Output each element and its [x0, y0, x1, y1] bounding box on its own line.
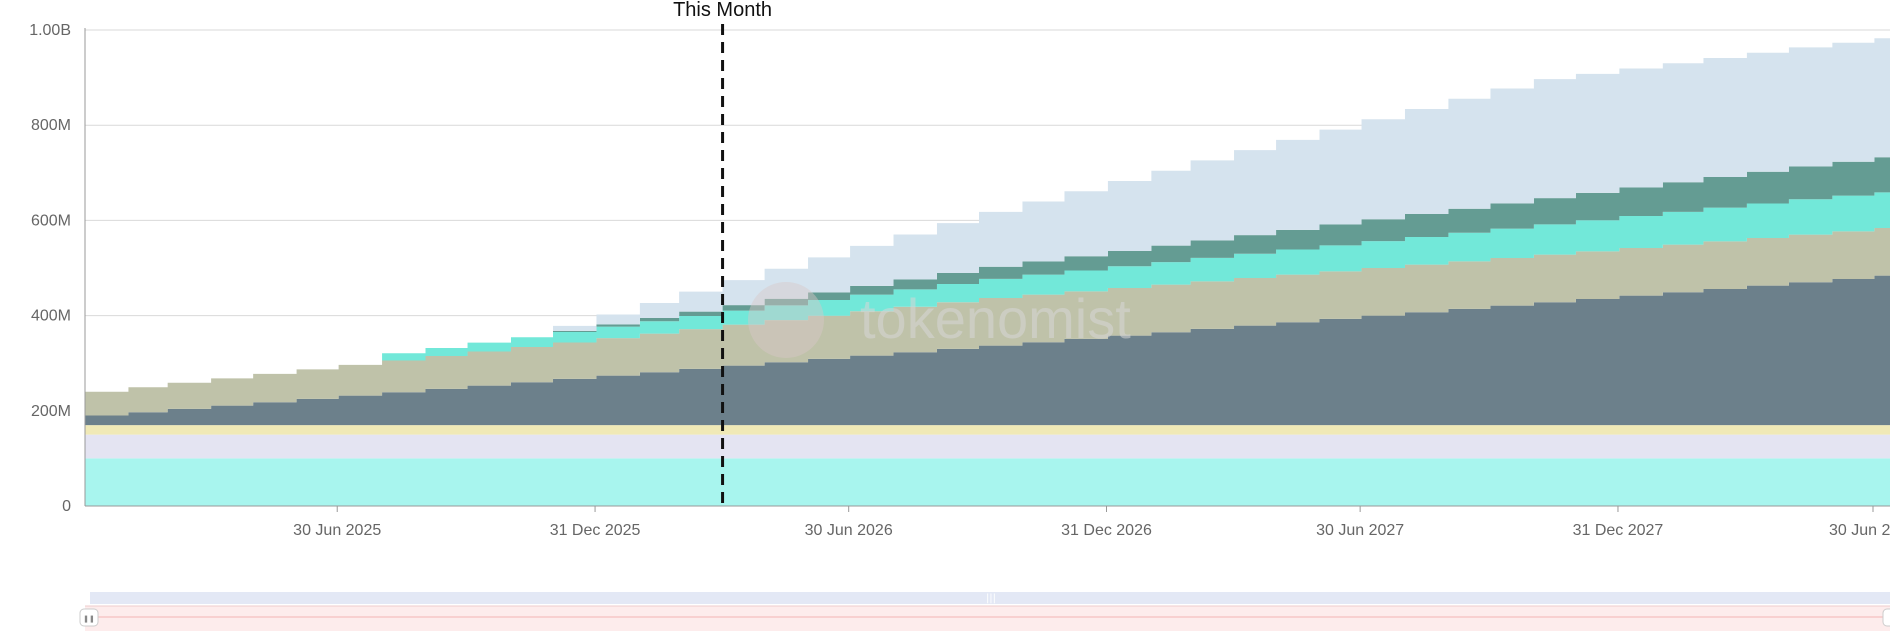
- navigator-series-area: [85, 606, 1890, 631]
- range-navigator[interactable]: ||| ❚❚: [79, 592, 1890, 631]
- navigator-center-grip[interactable]: |||: [986, 593, 996, 604]
- y-tick-label-4: 800M: [31, 117, 71, 134]
- y-tick-label-5: 1.00B: [29, 22, 71, 39]
- area-layer-7: [85, 38, 1890, 392]
- axes: [84, 28, 1890, 512]
- x-tick-label-1: 31 Dec 2025: [550, 522, 641, 539]
- navigator-track[interactable]: [90, 592, 1890, 604]
- area-layer-5: [85, 192, 1890, 392]
- navigator-left-handle-grip: ❚❚: [83, 615, 95, 623]
- area-layer-1: [85, 434, 1890, 459]
- area-layer-6: [85, 157, 1890, 392]
- area-layer-0: [85, 458, 1890, 506]
- x-tick-label-4: 30 Jun 2027: [1316, 522, 1404, 539]
- area-layer-3: [85, 275, 1890, 426]
- this-month-marker: This Month: [673, 0, 772, 506]
- navigator-right-handle[interactable]: [1882, 608, 1890, 627]
- y-tick-label-3: 600M: [31, 212, 71, 229]
- x-axis-tick-labels: 30 Jun 2025 31 Dec 2025 30 Jun 2026 31 Dec …: [293, 522, 1890, 539]
- y-tick-label-2: 400M: [31, 308, 71, 325]
- x-tick-label-6: 30 Jun 2028: [1829, 522, 1890, 539]
- y-axis-tick-labels: 0 200M 400M 600M 800M 1.00B: [29, 22, 71, 515]
- x-tick-label-2: 30 Jun 2026: [805, 522, 893, 539]
- stacked-area-series: [85, 38, 1890, 506]
- y-tick-label-0: 0: [62, 498, 71, 515]
- area-layer-4: [85, 228, 1890, 416]
- x-tick-label-5: 31 Dec 2027: [1573, 522, 1664, 539]
- x-tick-label-0: 30 Jun 2025: [293, 522, 381, 539]
- area-layer-2: [85, 425, 1890, 435]
- y-tick-label-1: 200M: [31, 403, 71, 420]
- navigator-left-handle[interactable]: [79, 608, 99, 627]
- x-tick-label-3: 31 Dec 2026: [1061, 522, 1152, 539]
- watermark-logo-icon: [748, 282, 824, 358]
- this-month-label: This Month: [673, 0, 772, 21]
- watermark-logo: tokenomist: [860, 287, 1131, 350]
